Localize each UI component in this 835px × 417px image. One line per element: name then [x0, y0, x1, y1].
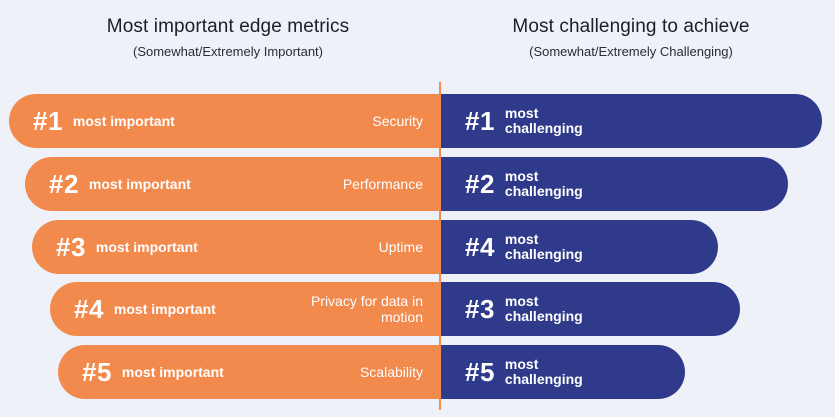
important-label: most important	[121, 364, 224, 380]
important-label: most important	[113, 301, 216, 317]
metric-name: Privacy for data in motion	[310, 293, 423, 325]
challenging-bar-1: #1 most challenging	[441, 94, 822, 148]
left-heading-subtitle: (Somewhat/Extremely Important)	[132, 44, 323, 59]
challenging-rank: #1	[465, 106, 495, 136]
challenging-label: most challenging	[504, 168, 583, 199]
important-label: most important	[88, 176, 191, 192]
challenging-label: most challenging	[504, 231, 583, 262]
challenging-rank: #3	[465, 294, 495, 324]
important-rank: #2	[49, 169, 79, 199]
left-heading-title: Most important edge metrics	[106, 16, 350, 37]
right-heading-subtitle: (Somewhat/Extremely Challenging)	[529, 44, 733, 59]
challenging-bar-3: #4 most challenging	[441, 220, 718, 274]
challenging-bar-5: #5 most challenging	[441, 345, 685, 399]
important-rank: #4	[74, 294, 104, 324]
important-rank: #5	[82, 357, 112, 387]
metric-name: Scalability	[359, 364, 423, 380]
challenging-rank: #4	[465, 232, 495, 262]
important-rank: #1	[33, 106, 63, 136]
challenging-label: most challenging	[504, 356, 583, 387]
challenging-rank: #2	[465, 169, 495, 199]
left-heading: Most important edge metrics (Somewhat/Ex…	[60, 16, 396, 59]
challenging-rank: #5	[465, 357, 495, 387]
challenging-label: most challenging	[504, 293, 583, 324]
important-bar-3: #3 most important Uptime	[32, 220, 441, 274]
important-rank: #3	[56, 232, 86, 262]
challenging-bar-4: #3 most challenging	[441, 282, 740, 336]
important-bar-4: #4 most important Privacy for data in mo…	[50, 282, 441, 336]
important-label: most important	[95, 239, 198, 255]
important-label: most important	[72, 113, 175, 129]
right-heading-title: Most challenging to achieve	[512, 16, 750, 37]
metric-name: Security	[372, 113, 423, 129]
metric-name: Performance	[342, 176, 423, 192]
metric-name: Uptime	[378, 239, 423, 255]
challenging-bar-2: #2 most challenging	[441, 157, 788, 211]
important-bar-2: #2 most important Performance	[25, 157, 441, 211]
challenging-label: most challenging	[504, 105, 583, 136]
right-heading: Most challenging to achieve (Somewhat/Ex…	[470, 16, 792, 59]
important-bar-1: #1 most important Security	[9, 94, 441, 148]
important-bar-5: #5 most important Scalability	[58, 345, 441, 399]
